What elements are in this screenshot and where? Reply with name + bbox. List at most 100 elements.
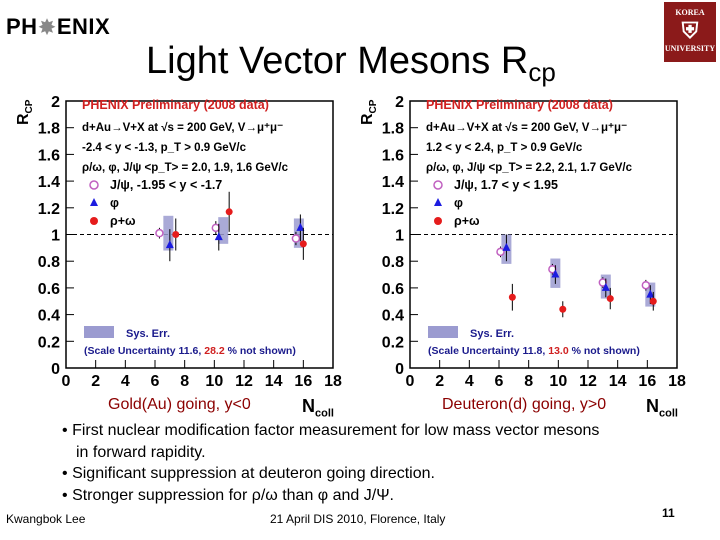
legend-marker-rho	[434, 217, 442, 225]
y-axis-label: RCP	[15, 99, 35, 125]
footer-author: Kwangbok Lee	[6, 512, 86, 526]
y-tick-label: 0.4	[382, 308, 404, 325]
chart-2: 0 0.2 0.4 0.6 0.8 1 1.2 1.4 1.6 1.8 2 0 2 4 6 8 10 12 14 16…	[359, 94, 686, 390]
chart-1: 0 0.2 0.4 0.6 0.8 1 1.2 1.4 1.6 1.8 2 0 2 4 6 8 10 12 14 16…	[15, 94, 342, 390]
y-tick-label: 0.8	[382, 254, 404, 271]
x-tick-label: 10	[549, 373, 567, 390]
point-jpsi	[641, 280, 651, 290]
univ-line: KOREA	[675, 8, 705, 17]
page-number: 11	[662, 506, 675, 520]
x-tick-label: 2	[91, 373, 100, 390]
y-tick-label: 0.4	[38, 308, 60, 325]
point-phi	[646, 289, 655, 298]
univ-line: UNIVERSITY	[664, 44, 716, 53]
y-tick-label: 1.6	[382, 147, 404, 164]
x-tick-label: 12	[579, 373, 597, 390]
footer-event: 21 April DIS 2010, Florence, Italy	[270, 512, 446, 526]
legend-label: ρ+ω	[454, 214, 480, 228]
caption-left: Gold(Au) going, y<0	[108, 396, 251, 413]
y-tick-label: 0.8	[38, 254, 60, 271]
sys-legend-box	[84, 326, 114, 338]
bullet-1-cont: in forward rapidity.	[76, 444, 206, 461]
x-tick-label: 18	[668, 373, 686, 390]
point-jpsi	[211, 223, 221, 233]
point-phi	[502, 242, 511, 251]
info-line: 1.2 < y < 2.4, p_T > 0.9 GeV/c	[426, 142, 583, 154]
bullet-2: • Significant suppression at deuteron go…	[62, 465, 435, 482]
sys-error-box	[293, 218, 304, 248]
x-tick-label: 4	[465, 373, 474, 390]
xlabel-left: Ncoll	[302, 396, 334, 420]
x-tick-label: 14	[609, 373, 627, 390]
bullet-3: • Stronger suppression for ρ/ω than φ an…	[62, 487, 394, 504]
y-tick-label: 1.2	[38, 201, 60, 218]
scale-uncertainty: (Scale Uncertainty 11.6, 28.2 % not show…	[84, 345, 296, 357]
point-rho-omega	[299, 240, 307, 248]
point-jpsi	[291, 234, 301, 243]
info-line: d+Au→V+X at √s = 200 GeV, V→μ⁺μ⁻	[426, 121, 627, 134]
y-tick-label: 1.6	[38, 147, 60, 164]
xlabel-right: Ncoll	[646, 396, 678, 420]
bullet-1: • First nuclear modification factor meas…	[62, 422, 600, 439]
point-rho-omega	[606, 295, 614, 303]
point-rho-omega	[172, 231, 180, 238]
scale-uncertainty: (Scale Uncertainty 11.8, 13.0 % not show…	[428, 345, 640, 357]
prelim-label: PHENIX Preliminary (2008 data)	[82, 98, 269, 112]
y-tick-label: 0	[51, 361, 60, 378]
point-jpsi	[496, 247, 505, 257]
info-line: d+Au→V+X at √s = 200 GeV, V→μ⁺μ⁻	[82, 121, 283, 134]
x-tick-label: 6	[151, 373, 160, 390]
info-line: -2.4 < y < -1.3, p_T > 0.9 GeV/c	[82, 142, 247, 154]
y-tick-label: 2	[51, 94, 60, 111]
x-tick-label: 4	[121, 373, 130, 390]
univ-emblem-icon: ⛨	[681, 18, 699, 43]
legend-label: ρ+ω	[110, 214, 136, 228]
legend-marker-jpsi	[89, 180, 99, 190]
x-tick-label: 12	[235, 373, 253, 390]
x-tick-label: 10	[205, 373, 223, 390]
point-rho-omega	[559, 305, 567, 313]
point-phi	[296, 222, 305, 231]
x-tick-label: 18	[324, 373, 342, 390]
y-tick-label: 0.6	[382, 281, 404, 298]
x-tick-label: 8	[524, 373, 533, 390]
x-tick-label: 2	[435, 373, 444, 390]
y-axis-label: RCP	[359, 99, 379, 125]
y-tick-label: 2	[395, 94, 404, 111]
sys-error-box	[163, 215, 174, 251]
y-tick-label: 1.8	[382, 121, 404, 138]
info-line: ρ/ω, φ, J/ψ <p_T> = 2.2, 2.1, 1.7 GeV/c	[426, 162, 633, 174]
x-tick-label: 16	[638, 373, 656, 390]
legend-label: J/ψ, 1.7 < y < 1.95	[454, 178, 558, 192]
y-tick-label: 1.2	[382, 201, 404, 218]
y-tick-label: 1	[51, 228, 60, 245]
x-tick-label: 0	[406, 373, 415, 390]
y-tick-label: 0.6	[38, 281, 60, 298]
sys-legend-box	[428, 326, 458, 338]
phenix-logo: PH✸ENIX	[6, 14, 111, 39]
legend-label: φ	[110, 196, 119, 210]
sys-error-box	[218, 217, 229, 244]
legend-marker-phi	[434, 198, 442, 206]
x-tick-label: 0	[62, 373, 71, 390]
slide-title: Light Vector Mesons Rcp	[146, 40, 556, 87]
point-phi	[551, 269, 560, 278]
legend-label: J/ψ, -1.95 < y < -1.7	[110, 178, 222, 192]
point-rho-omega	[649, 297, 657, 305]
point-jpsi	[548, 264, 557, 274]
y-tick-label: 1.4	[382, 174, 404, 191]
info-line: ρ/ω, φ, J/ψ <p_T> = 2.0, 1.9, 1.6 GeV/c	[82, 162, 289, 174]
x-tick-label: 6	[495, 373, 504, 390]
legend-label: φ	[454, 196, 463, 210]
legend-marker-jpsi	[433, 180, 443, 190]
point-jpsi	[598, 278, 608, 287]
y-tick-label: 1.4	[38, 174, 60, 191]
y-tick-label: 0	[395, 361, 404, 378]
point-phi	[601, 282, 610, 291]
legend-marker-rho	[90, 217, 98, 225]
y-tick-label: 0.2	[38, 334, 60, 351]
y-tick-label: 1.8	[38, 121, 60, 138]
caption-right: Deuteron(d) going, y>0	[442, 396, 607, 413]
sys-legend-label: Sys. Err.	[126, 328, 170, 340]
point-rho-omega	[508, 293, 516, 301]
